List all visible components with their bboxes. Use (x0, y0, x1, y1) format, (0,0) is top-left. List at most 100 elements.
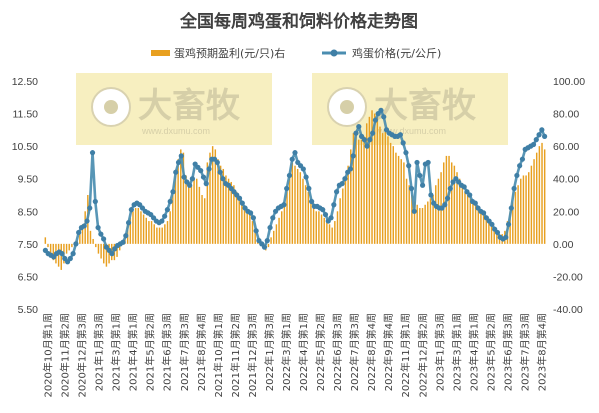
x-tick-label: 2023年1月第3周 (433, 313, 446, 391)
profit-bar (140, 211, 142, 244)
egg-price-point (109, 251, 115, 257)
egg-price-point (347, 166, 354, 172)
profit-bar (251, 221, 254, 244)
profit-bar (458, 178, 461, 244)
profit-bar (302, 178, 304, 244)
profit-bar (326, 221, 328, 244)
egg-price-point (70, 251, 76, 257)
profit-bar (466, 195, 469, 244)
profit-bar (334, 221, 336, 244)
profit-bar (323, 217, 325, 244)
profit-bar (318, 211, 320, 244)
profit-bar (52, 243, 55, 261)
profit-bar (342, 188, 344, 244)
egg-price-point (339, 181, 345, 187)
profit-bar (541, 142, 543, 244)
profit-bar (68, 243, 70, 251)
profit-bar (464, 191, 466, 244)
egg-price-point (447, 185, 453, 192)
egg-price-point (417, 172, 423, 179)
egg-price-point (408, 185, 415, 192)
profit-bar (450, 162, 453, 244)
x-tick-label: 2022年11月第1周 (399, 313, 412, 398)
profit-bar (243, 208, 246, 244)
profit-bar (437, 178, 440, 244)
profit-bar (373, 113, 376, 244)
x-tick-label: 2022年6月第3周 (331, 313, 344, 391)
profit-bar (195, 178, 198, 244)
profit-bar (416, 204, 418, 244)
egg-price-point (87, 205, 93, 211)
profit-bar (79, 234, 81, 244)
profit-bar (397, 155, 400, 244)
profit-bar (405, 178, 408, 244)
x-tick-label: 2022年4月第1周 (297, 313, 310, 391)
profit-bar (164, 224, 166, 244)
egg-price-point (206, 166, 212, 172)
profit-bar (427, 201, 429, 244)
profit-bar (411, 195, 413, 244)
profit-bar (294, 165, 296, 244)
profit-bar (328, 224, 331, 244)
profit-bar (485, 217, 487, 244)
profit-bar (482, 214, 485, 244)
egg-price-point (306, 185, 312, 192)
y-left-tick-label: 9.50 (18, 174, 39, 186)
y-right-tick-label: 100.00 (553, 76, 585, 88)
egg-price-point (511, 185, 517, 192)
x-tick-label: 2023年4月第1周 (467, 313, 480, 391)
profit-bar (206, 162, 209, 244)
profit-bar (477, 208, 479, 244)
y-left-tick-label: 10.50 (12, 141, 38, 153)
egg-price-point (281, 202, 287, 208)
profit-bar (129, 217, 132, 244)
profit-bar (185, 175, 187, 244)
egg-price-point (123, 233, 129, 239)
watermark-logo-dot-icon (340, 100, 354, 114)
profit-bar (522, 175, 525, 244)
profit-bar (490, 224, 493, 244)
profit-bar (368, 116, 371, 244)
egg-price-point (444, 195, 451, 201)
egg-price-point (514, 172, 520, 179)
egg-price-point (270, 215, 276, 221)
profit-bar (288, 175, 291, 244)
x-tick-label: 2021年8月第4周 (195, 313, 208, 391)
y-right-tick-label: 80.00 (553, 109, 579, 121)
egg-price-point (517, 163, 523, 169)
profit-bar (103, 243, 105, 264)
profit-bar (296, 168, 299, 244)
profit-bar (456, 172, 458, 244)
egg-price-point (284, 185, 290, 192)
profit-bar (384, 129, 387, 244)
egg-price-point (381, 114, 387, 120)
x-tick-label: 2021年11月第2周 (229, 313, 242, 398)
profit-bar (278, 217, 280, 244)
profit-bar (177, 159, 179, 244)
egg-price-point (264, 238, 270, 244)
x-tick-label: 2021年4月第1周 (127, 313, 140, 391)
egg-price-point (98, 231, 104, 237)
profit-bar (371, 110, 373, 244)
egg-price-point (503, 234, 509, 240)
profit-bar (145, 217, 147, 244)
egg-price-point (159, 218, 165, 224)
profit-bar (172, 195, 174, 244)
egg-price-point (414, 159, 420, 166)
x-tick-label: 2022年1月第3周 (263, 313, 276, 391)
profit-bar (352, 133, 355, 244)
profit-bar (520, 178, 522, 244)
profit-bar (387, 136, 389, 244)
x-tick-label: 2022年8月第4周 (365, 313, 378, 391)
profit-bar (339, 198, 341, 244)
egg-price-point (334, 189, 340, 195)
watermark-text: 大畜牧 (138, 86, 241, 126)
y-left-tick-label: 11.50 (13, 109, 39, 121)
x-tick-label: 2021年12月第3周 (246, 313, 259, 398)
x-tick-label: 2023年7月第3周 (519, 313, 532, 391)
profit-bar (344, 178, 347, 244)
y-right-tick-label: 60.00 (553, 141, 579, 153)
